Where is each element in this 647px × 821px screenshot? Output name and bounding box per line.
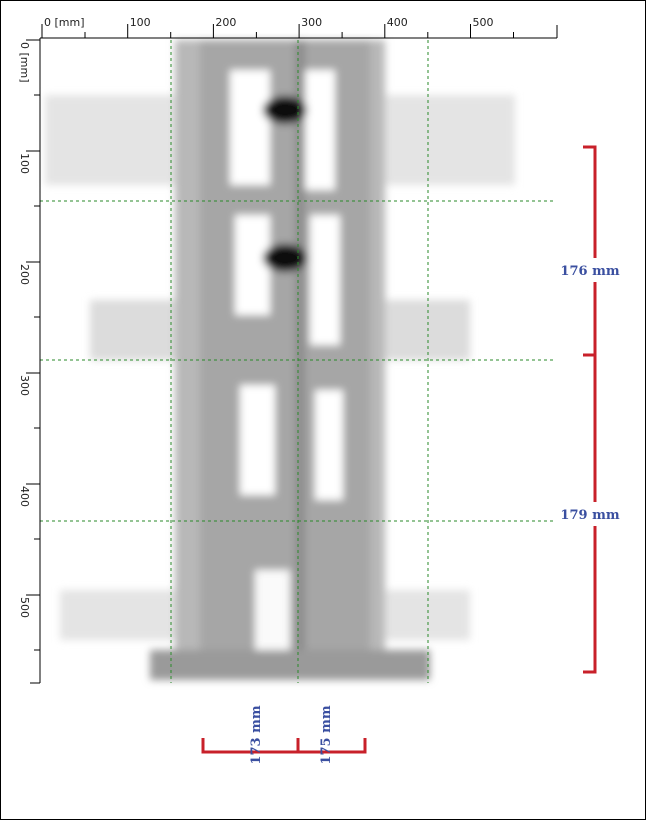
- dimension-brackets: [201, 145, 597, 754]
- x-tick-label: 200: [215, 16, 236, 29]
- x-tick-label: 100: [130, 16, 151, 29]
- dimension-label: 179 mm: [560, 508, 619, 523]
- x-tick-label: 400: [387, 16, 408, 29]
- dimension-label: 176 mm: [560, 264, 619, 279]
- x-tick-label: 300: [301, 16, 322, 29]
- y-tick-label: 500: [18, 597, 31, 618]
- y-tick-label: 200: [18, 264, 31, 285]
- y-tick-label: 400: [18, 486, 31, 507]
- grid-lines: [40, 40, 555, 683]
- y-tick-label: 0 [mm]: [18, 42, 31, 83]
- x-tick-label: 0 [mm]: [44, 16, 85, 29]
- dimension-label: 173 mm: [249, 705, 264, 764]
- x-tick-label: 500: [473, 16, 494, 29]
- y-tick-label: 300: [18, 375, 31, 396]
- x-axis-ticks: 0 [mm] 100 200 300 400 500: [41, 16, 514, 38]
- y-axis-ticks: 0 [mm] 100 200 300 400 500: [18, 39, 40, 651]
- dimension-label: 175 mm: [319, 705, 334, 764]
- y-tick-label: 100: [18, 153, 31, 174]
